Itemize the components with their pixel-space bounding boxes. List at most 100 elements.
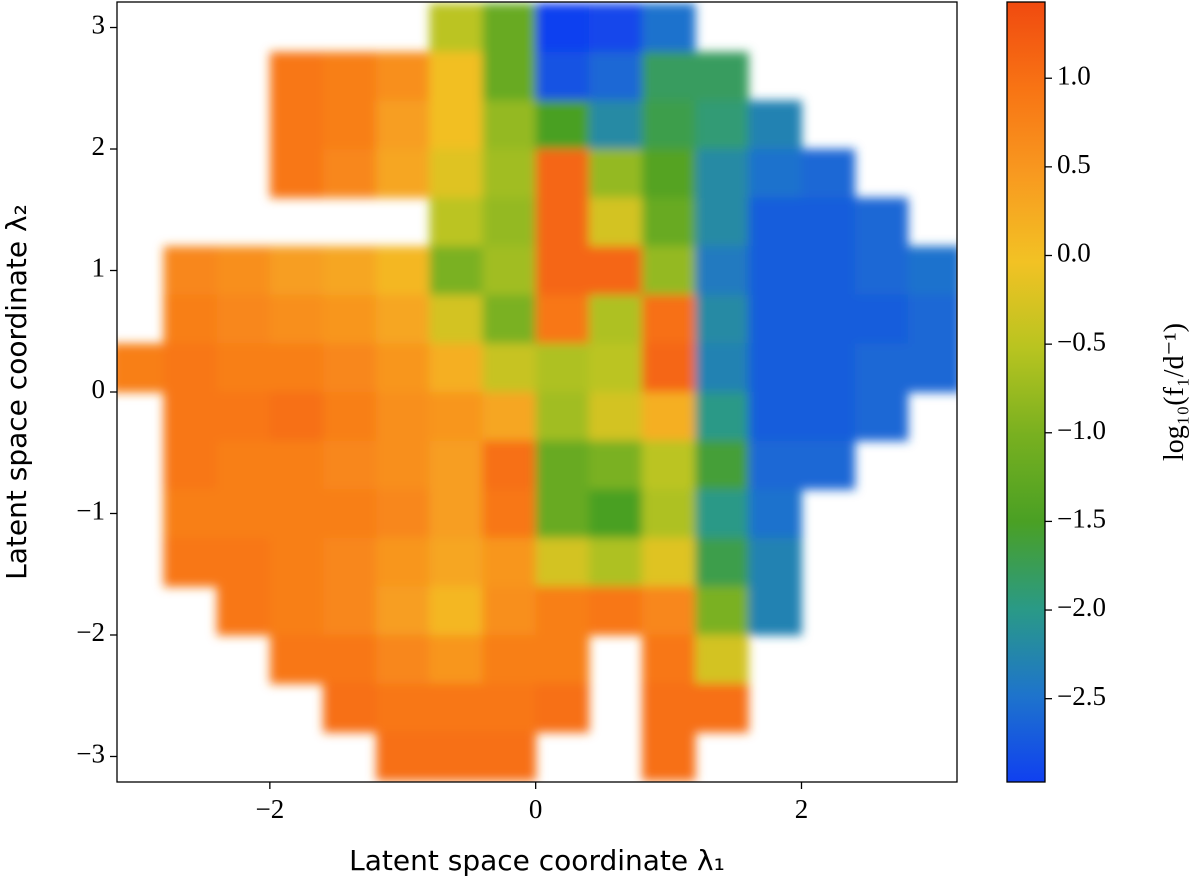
heatmap-cell <box>748 489 802 539</box>
heatmap-cell <box>117 343 165 393</box>
heatmap-cell <box>482 149 537 199</box>
heatmap-cell <box>323 489 377 539</box>
colorbar-tick-label: −1.0 <box>1057 415 1106 445</box>
heatmap-cell <box>642 343 696 393</box>
heatmap-cell <box>695 343 749 393</box>
heatmap-cell <box>323 586 377 636</box>
heatmap-cell <box>482 3 537 53</box>
heatmap-cell <box>323 683 377 733</box>
heatmap-cell <box>323 392 377 442</box>
heatmap-cell <box>695 586 749 636</box>
y-tick-label: −3 <box>76 739 105 769</box>
heatmap-cell <box>588 51 643 101</box>
heatmap-cell <box>588 197 643 247</box>
heatmap-cell <box>642 294 696 344</box>
heatmap-cell <box>748 586 802 636</box>
colorbar-tick-label: −0.5 <box>1057 326 1106 356</box>
heatmap-cell <box>429 732 484 782</box>
heatmap-cell <box>642 100 696 150</box>
colorbar-tick-label: 1.0 <box>1057 60 1091 90</box>
heatmap-cell <box>269 51 324 101</box>
colorbar-tick-label: 0.5 <box>1057 149 1091 179</box>
heatmap-cell <box>642 586 696 636</box>
heatmap-cell <box>642 440 696 490</box>
y-axis-label: Latent space coordinate λ₂ <box>0 204 33 580</box>
heatmap-cell <box>376 149 430 199</box>
heatmap-cell <box>907 246 957 296</box>
heatmap-cell <box>748 537 802 587</box>
heatmap-cell <box>323 537 377 587</box>
heatmap-cell <box>376 294 430 344</box>
heatmap-cell <box>695 392 749 442</box>
heatmap-cell <box>695 634 749 685</box>
heatmap-cell <box>588 343 643 393</box>
heatmap-cell <box>695 683 749 733</box>
heatmap-cell <box>748 294 802 344</box>
heatmap-cell <box>376 392 430 442</box>
heatmap-cell <box>429 683 484 733</box>
heatmap-cell <box>269 634 324 685</box>
heatmap-cell <box>535 100 590 150</box>
heatmap-cell <box>801 197 856 247</box>
heatmap-cell <box>695 100 749 150</box>
heatmap-cell <box>163 343 218 393</box>
heatmap-cell <box>216 246 271 296</box>
heatmap-cell <box>376 440 430 490</box>
heatmap-cell <box>748 100 802 150</box>
heatmap-cell <box>216 586 271 636</box>
heatmap-cell <box>163 537 218 587</box>
heatmap-cell <box>482 683 537 733</box>
heatmap-cell <box>429 51 484 101</box>
heatmap-cell <box>588 586 643 636</box>
heatmap-cell <box>429 294 484 344</box>
heatmap-cell <box>801 392 856 442</box>
heatmap-cell <box>695 440 749 490</box>
x-tick-label: 0 <box>529 794 543 824</box>
heatmap-cell <box>323 343 377 393</box>
heatmap-cell <box>376 51 430 101</box>
heatmap-cell <box>535 392 590 442</box>
heatmap-cell <box>323 51 377 101</box>
heatmap-cell <box>535 489 590 539</box>
heatmap-cell <box>376 246 430 296</box>
heatmap-cell <box>695 197 749 247</box>
heatmap-cell <box>535 149 590 199</box>
heatmap-cell <box>588 489 643 539</box>
heatmap-cell <box>482 634 537 685</box>
heatmap-cell <box>376 634 430 685</box>
heatmap-cell <box>429 246 484 296</box>
heatmap-cell <box>429 197 484 247</box>
heatmap-cell <box>748 440 802 490</box>
heatmap-cell <box>748 343 802 393</box>
heatmap-cell <box>482 489 537 539</box>
heatmap-cell <box>269 343 324 393</box>
heatmap-cell <box>801 149 856 199</box>
heatmap-cell <box>535 3 590 53</box>
heatmap-cell <box>376 683 430 733</box>
heatmap-cell <box>535 343 590 393</box>
heatmap-cell <box>642 683 696 733</box>
colorbar-tick-label: −2.5 <box>1057 681 1106 711</box>
heatmap-cell <box>801 440 856 490</box>
heatmap-cell <box>854 343 909 393</box>
heatmap-cell <box>588 294 643 344</box>
heatmap-cell <box>695 537 749 587</box>
heatmap-cell <box>854 246 909 296</box>
heatmap-cell <box>429 634 484 685</box>
heatmap-cell <box>482 197 537 247</box>
heatmap-cell <box>695 149 749 199</box>
heatmap-cell <box>642 51 696 101</box>
heatmap-cell <box>429 537 484 587</box>
heatmap-cell <box>854 294 909 344</box>
heatmap-cell <box>695 246 749 296</box>
heatmap-cell <box>588 149 643 199</box>
heatmap-cell <box>588 440 643 490</box>
heatmap-cell <box>269 294 324 344</box>
heatmap-cell <box>429 586 484 636</box>
heatmap-cell <box>163 294 218 344</box>
heatmap-cell <box>429 149 484 199</box>
heatmap-cell <box>642 634 696 685</box>
x-tick-label: −2 <box>255 794 284 824</box>
colorbar-tick-label: −1.5 <box>1057 504 1106 534</box>
heatmap-cell <box>482 440 537 490</box>
